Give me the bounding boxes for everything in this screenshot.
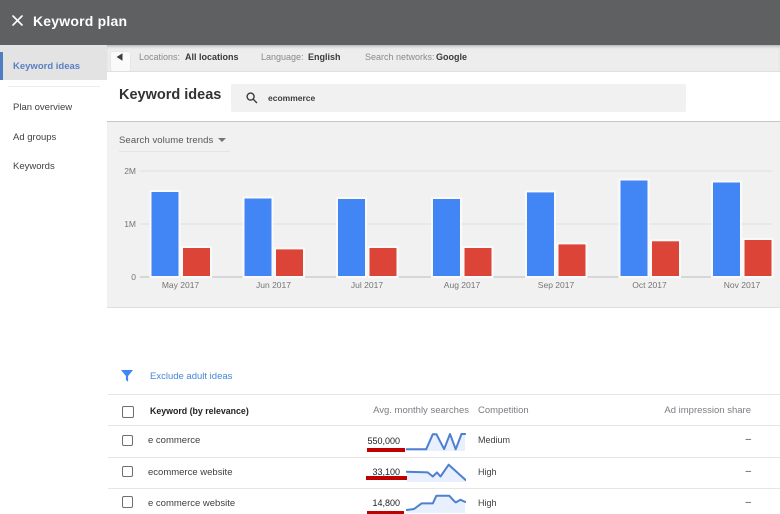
svg-text:Nov 2017: Nov 2017 — [724, 280, 761, 290]
svg-text:0: 0 — [131, 272, 136, 282]
svg-text:Oct 2017: Oct 2017 — [632, 280, 667, 290]
svg-text:1M: 1M — [124, 219, 136, 229]
svg-text:May 2017: May 2017 — [162, 280, 200, 290]
svg-text:Jun 2017: Jun 2017 — [256, 280, 291, 290]
svg-text:Aug 2017: Aug 2017 — [444, 280, 481, 290]
svg-text:2M: 2M — [124, 166, 136, 176]
svg-text:Sep 2017: Sep 2017 — [538, 280, 575, 290]
svg-text:Jul 2017: Jul 2017 — [351, 280, 383, 290]
